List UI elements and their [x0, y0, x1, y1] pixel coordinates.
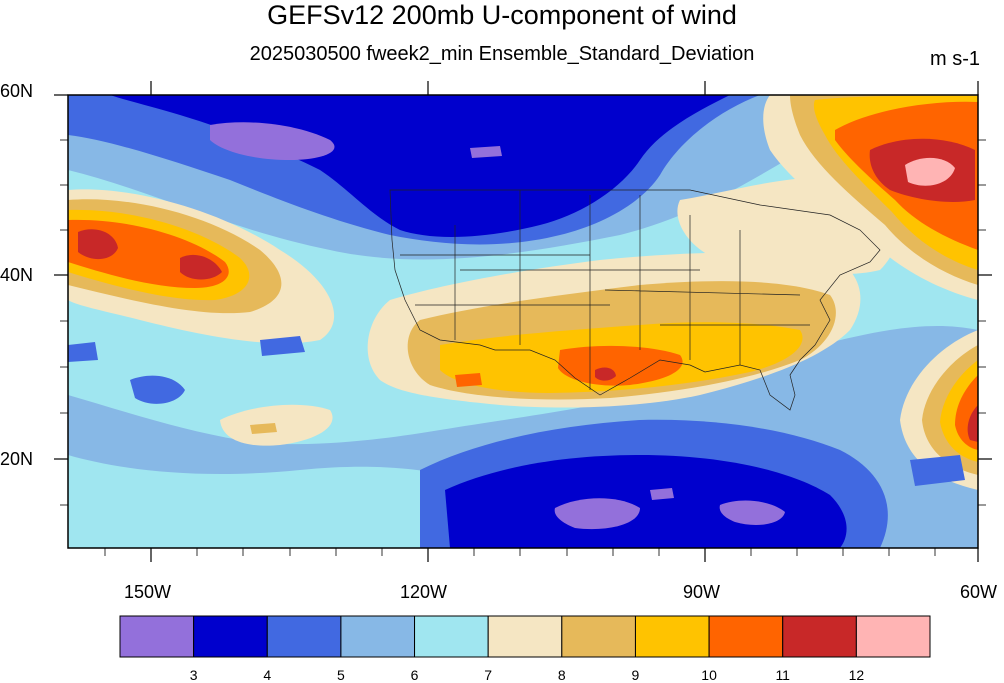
colorbar — [119, 615, 931, 658]
colorbar-label: 8 — [557, 667, 566, 683]
colorbar-label: 10 — [701, 667, 717, 683]
chart-title: GEFSv12 200mb U-component of wind — [267, 0, 737, 30]
chart-subtitle: 2025030500 fweek2_min Ensemble_Standard_… — [249, 43, 755, 65]
colorbar-label: 4 — [263, 667, 272, 683]
minor-ticks — [60, 139, 986, 556]
band-12-pacific-b — [180, 254, 222, 280]
colorbar-label: 7 — [484, 667, 493, 683]
band-11-conus — [558, 345, 683, 386]
us-boundaries — [389, 189, 881, 411]
colorbar-box — [634, 615, 710, 658]
map-frame — [67, 94, 979, 549]
lat-ticks — [54, 94, 992, 460]
band-5-patch-d — [910, 455, 965, 486]
band-5-patch-a — [130, 375, 185, 404]
lon-label-150w: 150W — [124, 582, 172, 602]
colorbar-box — [193, 615, 268, 658]
lon-label-90w: 90W — [683, 582, 721, 602]
band-12-conus — [595, 367, 616, 381]
units-label: m s-1 — [930, 48, 980, 70]
band-4-south — [445, 455, 847, 548]
lat-label-40n: 40N — [0, 265, 34, 285]
colorbar-label: 11 — [775, 667, 790, 683]
colorbar-box — [340, 615, 416, 658]
colorbar-label: 3 — [189, 667, 198, 683]
band-11-conus-small — [455, 373, 482, 387]
band-3-south-c — [650, 488, 674, 500]
colorbar-box — [487, 615, 563, 658]
colorbar-label: 9 — [631, 667, 640, 683]
lat-label-20n: 20N — [0, 449, 34, 469]
band-3-south-a — [554, 498, 640, 530]
colorbar-label: 5 — [337, 667, 345, 683]
colorbar-box — [266, 615, 342, 658]
colorbar-box — [855, 615, 931, 658]
band-7-south — [68, 455, 470, 548]
colorbar-box — [414, 615, 489, 658]
colorbar-box — [782, 615, 857, 658]
lon-label-120w: 120W — [400, 582, 448, 602]
colorbar-label: 12 — [848, 667, 865, 683]
band-5-patch-b — [68, 342, 98, 362]
wind-std-field — [68, 95, 978, 548]
band-13-atlantic-ne — [905, 157, 955, 186]
lon-ticks — [150, 81, 979, 562]
band-3-north — [210, 122, 335, 160]
band-3-north-small — [470, 146, 502, 158]
colorbar-box — [561, 615, 636, 658]
band-12-pacific-a — [78, 229, 118, 260]
colorbar-box — [119, 615, 195, 658]
colorbar-box — [708, 615, 784, 658]
lat-label-60n: 60N — [0, 81, 34, 101]
band-3-south-b — [719, 500, 785, 525]
band-12-atlantic-se — [967, 405, 978, 442]
lon-label-60w: 60W — [960, 582, 998, 602]
band-5-patch-c — [260, 336, 305, 356]
band-8-subtropic — [220, 404, 333, 446]
band-9-subtropic — [250, 423, 277, 434]
colorbar-label: 6 — [410, 667, 419, 683]
